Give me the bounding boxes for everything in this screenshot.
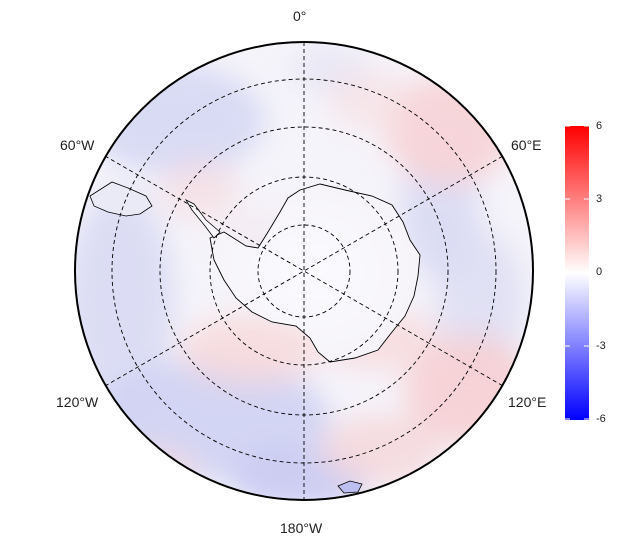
colorbar-tick-label: 0 xyxy=(596,266,603,278)
lon-label-60w: 60°W xyxy=(60,137,95,153)
anomaly-field xyxy=(75,42,533,500)
lon-label-120e: 120°E xyxy=(508,394,547,410)
colorbar-tick-label: 3 xyxy=(596,193,603,205)
lon-label-0: 0° xyxy=(293,8,307,24)
antarctica xyxy=(209,183,421,363)
lon-label-120w: 120°W xyxy=(56,394,99,410)
lon-label-180w: 180°W xyxy=(280,520,323,536)
colorbar-tick-marks xyxy=(565,125,589,420)
colorbar-tick-label: -6 xyxy=(596,413,606,425)
lon-label-60e: 60°E xyxy=(511,137,542,153)
colorbar-tick-label: -3 xyxy=(596,340,606,352)
south-america xyxy=(89,181,153,217)
map-border xyxy=(74,41,534,501)
antarctic-peninsula xyxy=(184,199,221,239)
graticule xyxy=(104,42,504,500)
colorbar-tick-label: 6 xyxy=(596,120,603,132)
new-zealand xyxy=(337,480,363,494)
